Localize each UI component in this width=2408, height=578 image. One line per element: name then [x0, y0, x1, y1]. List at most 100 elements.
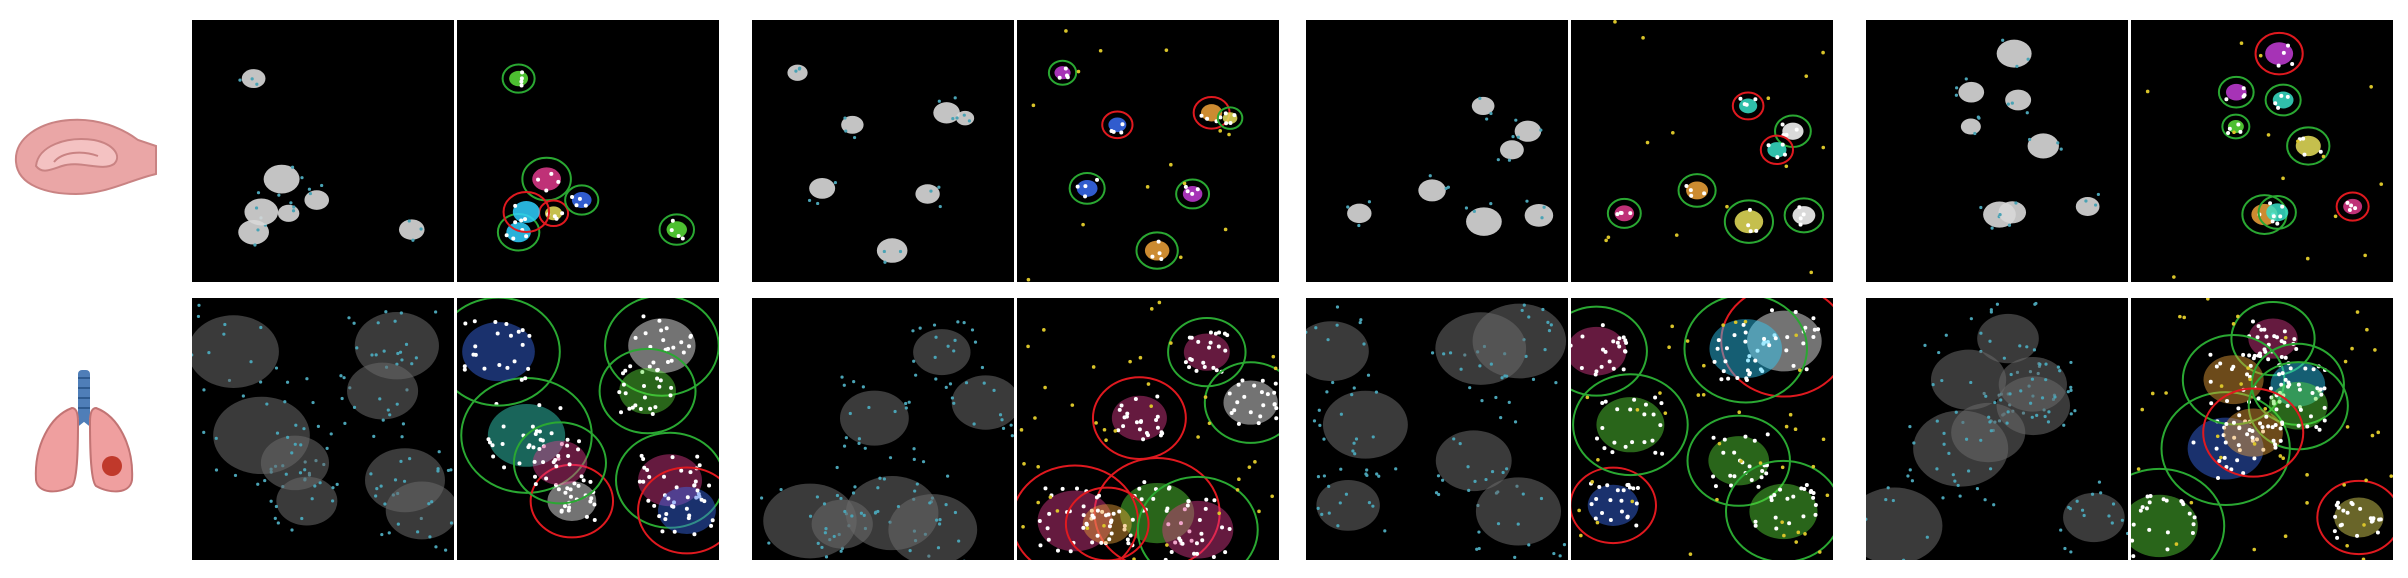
assigned-transcript [1780, 122, 1785, 127]
nucleus [951, 375, 1014, 430]
unassigned-transcript [1070, 403, 1075, 407]
accepted-cell-boundary [1135, 231, 1179, 270]
assigned-transcript [1624, 340, 1629, 345]
assigned-transcript [1801, 341, 1806, 346]
assigned-transcript [1724, 346, 1729, 351]
assigned-transcript [2245, 432, 2250, 437]
segmented-cell [1108, 117, 1127, 133]
transcript-spot [1527, 315, 1531, 319]
assigned-transcript [1240, 378, 1245, 383]
transcript-spot [967, 119, 972, 123]
transcript-spot [1326, 338, 1330, 342]
assigned-transcript [1619, 509, 1624, 514]
transcript-spot [1499, 416, 1503, 420]
unassigned-transcript [1784, 424, 1789, 429]
assigned-transcript [1597, 485, 1602, 490]
unassigned-transcript [1667, 345, 1671, 350]
assigned-transcript [663, 517, 668, 522]
assigned-transcript [520, 70, 525, 75]
assigned-transcript [2317, 427, 2322, 432]
assigned-transcript [1199, 531, 1204, 536]
transcript-spot [254, 206, 259, 210]
unassigned-transcript [1182, 181, 1187, 186]
transcript-spot [1316, 475, 1321, 479]
assigned-transcript [1753, 358, 1758, 363]
assigned-transcript [2279, 355, 2284, 360]
accepted-cell-boundary [2264, 83, 2302, 117]
accepted-cell-boundary [512, 421, 607, 505]
assigned-transcript [679, 468, 684, 473]
assigned-transcript [1128, 533, 1133, 538]
assigned-transcript [519, 83, 524, 88]
assigned-transcript [2358, 506, 2363, 511]
assigned-transcript [2223, 440, 2228, 445]
assigned-transcript [657, 384, 662, 389]
transcript-spot [1973, 131, 1977, 136]
transcript-spot [1371, 435, 1375, 439]
unassigned-transcript [1031, 103, 1036, 108]
transcript-spot [1437, 492, 1441, 497]
nucleus [1930, 349, 2007, 410]
unassigned-transcript [1026, 277, 1031, 282]
assigned-transcript [1047, 511, 1052, 516]
unassigned-transcript [1685, 339, 1690, 343]
transcript-spot [1489, 362, 1493, 366]
assigned-transcript [577, 439, 582, 444]
assigned-transcript [670, 218, 675, 223]
assigned-transcript [1165, 506, 1170, 511]
rejected-cell-boundary [1720, 298, 1833, 398]
assigned-transcript [1593, 372, 1598, 377]
assigned-transcript [1617, 336, 1622, 341]
segmented-cell [1749, 483, 1818, 540]
assigned-transcript [1185, 189, 1190, 194]
assigned-transcript [2256, 324, 2261, 329]
assigned-transcript [2237, 448, 2242, 453]
transcript-spot [1314, 326, 1318, 330]
transcript-spot [449, 521, 454, 525]
assigned-transcript [2280, 204, 2285, 209]
transcript-spot [2025, 111, 2029, 115]
assigned-transcript [676, 234, 681, 239]
transcript-spot [303, 468, 307, 472]
transcript-spot [2059, 147, 2063, 151]
segmented-cell [1082, 504, 1132, 544]
segmented-cell [1111, 395, 1167, 441]
unassigned-transcript [1257, 509, 1261, 514]
assigned-transcript [1747, 354, 1752, 359]
assigned-transcript [692, 532, 697, 537]
assigned-transcript [473, 344, 478, 349]
assigned-transcript [1236, 382, 1241, 387]
transcript-spot [844, 436, 848, 440]
assigned-transcript [1090, 540, 1095, 545]
transcript-spot [1464, 206, 1469, 210]
transcript-spot [1489, 201, 1493, 206]
assigned-transcript [1765, 339, 1770, 344]
unassigned-transcript [1169, 341, 1173, 345]
accepted-cell-boundary [1783, 197, 1825, 234]
transcript-spot [2090, 492, 2095, 496]
transcript-spot [832, 534, 836, 539]
transcript-spot [2014, 201, 2018, 205]
transcript-spot [820, 545, 824, 550]
assigned-transcript [574, 203, 579, 208]
transcript-spot [964, 381, 969, 385]
assigned-transcript [579, 474, 584, 479]
unassigned-transcript [2263, 406, 2268, 411]
unassigned-transcript [1794, 540, 1799, 544]
assigned-transcript [686, 516, 691, 521]
unassigned-transcript [1793, 427, 1798, 431]
assigned-transcript [1120, 122, 1125, 127]
unassigned-transcript [2252, 547, 2257, 552]
assigned-transcript [680, 236, 685, 241]
transcript-spot [1983, 498, 1987, 502]
accepted-cell-boundary [2131, 467, 2226, 560]
assigned-transcript [1156, 239, 1161, 244]
overlay-panel-brain-3 [1571, 20, 1833, 282]
assigned-transcript [2371, 516, 2376, 521]
transcript-spot [1503, 374, 1507, 378]
nucleus [1347, 203, 1372, 224]
transcript-spot [1989, 308, 1993, 312]
transcript-spot [2038, 362, 2042, 367]
assigned-transcript [471, 352, 476, 357]
assigned-transcript [648, 406, 653, 411]
